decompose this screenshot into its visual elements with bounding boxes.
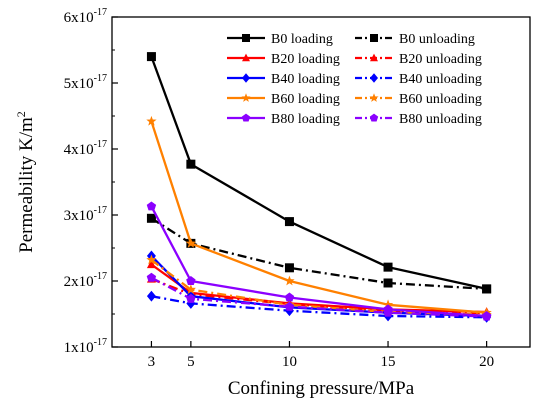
series-group (146, 115, 492, 318)
x-tick-label: 15 (381, 354, 396, 370)
series-group (146, 52, 492, 294)
y-tick-exponent: -17 (94, 139, 107, 150)
series-layer (146, 52, 492, 323)
legend-label: B40 loading (271, 72, 340, 87)
series-group (146, 201, 492, 320)
square-marker (284, 217, 294, 227)
triangle-marker (370, 53, 378, 62)
legend-label: B60 unloading (399, 92, 482, 107)
series-line (150, 258, 487, 316)
y-tick-label: 1x10-17 (64, 337, 107, 356)
diamond-marker (186, 298, 196, 309)
square-marker (370, 34, 378, 42)
y-tick-exponent: -17 (94, 73, 107, 84)
legend-label: B80 unloading (399, 112, 482, 127)
series-line (150, 120, 487, 314)
legend-label: B40 unloading (399, 72, 482, 87)
pentagon-marker (284, 301, 295, 311)
y-axis-title: Permeability K/m2 (14, 111, 37, 253)
legend: B0 loading B0 unloading B20 loading B20 unl… (227, 32, 482, 127)
triangle-marker (146, 259, 156, 269)
x-tick-label: 10 (282, 354, 297, 370)
legend-item: B0 loading (227, 32, 333, 47)
square-marker (284, 263, 294, 273)
y-tick-label: 6x10-17 (64, 7, 107, 26)
y-tick-mantissa: 1x10 (64, 340, 94, 356)
legend-item: B60 unloading (355, 92, 482, 107)
y-tick-exponent: -17 (94, 271, 107, 282)
y-tick-exponent: -17 (94, 205, 107, 216)
star-marker (241, 93, 251, 102)
legend-item: B0 unloading (355, 32, 475, 47)
x-tick-label: 3 (148, 354, 156, 370)
series-line (150, 217, 487, 291)
diamond-marker (370, 73, 378, 83)
triangle-marker (242, 53, 250, 62)
square-marker (383, 262, 393, 272)
legend-label: B20 loading (271, 52, 340, 67)
x-axis-title: Confining pressure/MPa (228, 378, 415, 399)
pentagon-marker (383, 307, 393, 317)
legend-item: B40 unloading (355, 72, 482, 87)
star-marker (185, 237, 196, 248)
pentagon-marker (241, 113, 251, 122)
legend-item: B80 unloading (355, 112, 482, 127)
square-marker (482, 284, 492, 294)
legend-item: B20 loading (227, 52, 340, 67)
axes-layer: 3 5 10 15 201x10-172x10-173x10-174x10-175x10… (64, 7, 494, 370)
square-marker (242, 34, 250, 42)
legend-label: B80 loading (271, 112, 340, 127)
pentagon-marker (186, 293, 196, 303)
diamond-marker (242, 73, 250, 83)
square-marker (146, 52, 156, 62)
legend-item: B20 unloading (355, 52, 482, 67)
y-tick-exponent: -17 (94, 7, 107, 18)
pentagon-marker (284, 292, 295, 302)
square-marker (146, 213, 156, 223)
y-tick-mantissa: 3x10 (64, 208, 94, 224)
y-tick-mantissa: 6x10 (64, 10, 94, 26)
y-tick-mantissa: 5x10 (64, 76, 94, 92)
pentagon-marker (146, 201, 157, 211)
y-tick-label: 4x10-17 (64, 139, 107, 158)
y-axis-title-superscript: 2 (14, 111, 28, 117)
x-tick-label: 5 (187, 354, 195, 370)
star-marker (382, 299, 394, 310)
y-tick-exponent: -17 (94, 337, 107, 348)
legend-item: B80 loading (227, 112, 340, 127)
y-tick-label: 3x10-17 (64, 205, 107, 224)
y-tick-label: 2x10-17 (64, 271, 107, 290)
y-axis-title-text: Permeability K/m (16, 117, 37, 253)
legend-item: B40 loading (227, 72, 340, 87)
star-marker (369, 93, 379, 102)
pentagon-marker (481, 311, 492, 321)
star-marker (146, 115, 157, 126)
star-marker (146, 254, 157, 265)
series-group (146, 272, 492, 321)
pentagon-marker (186, 276, 196, 285)
legend-item: B60 loading (227, 92, 340, 107)
y-tick-label: 5x10-17 (64, 73, 107, 92)
square-marker (186, 159, 196, 169)
diamond-marker (146, 290, 156, 302)
legend-label: B20 unloading (399, 52, 482, 67)
y-tick-mantissa: 4x10 (64, 142, 94, 158)
star-marker (185, 284, 196, 294)
legend-label: B60 loading (271, 92, 340, 107)
legend-label: B0 unloading (399, 32, 475, 47)
legend-label: B0 loading (271, 32, 333, 47)
pentagon-marker (369, 113, 379, 122)
square-marker (383, 278, 393, 288)
y-tick-mantissa: 2x10 (64, 274, 94, 290)
x-tick-label: 20 (479, 354, 494, 370)
star-marker (284, 275, 295, 286)
pentagon-marker (146, 272, 157, 282)
series-line (150, 205, 487, 318)
